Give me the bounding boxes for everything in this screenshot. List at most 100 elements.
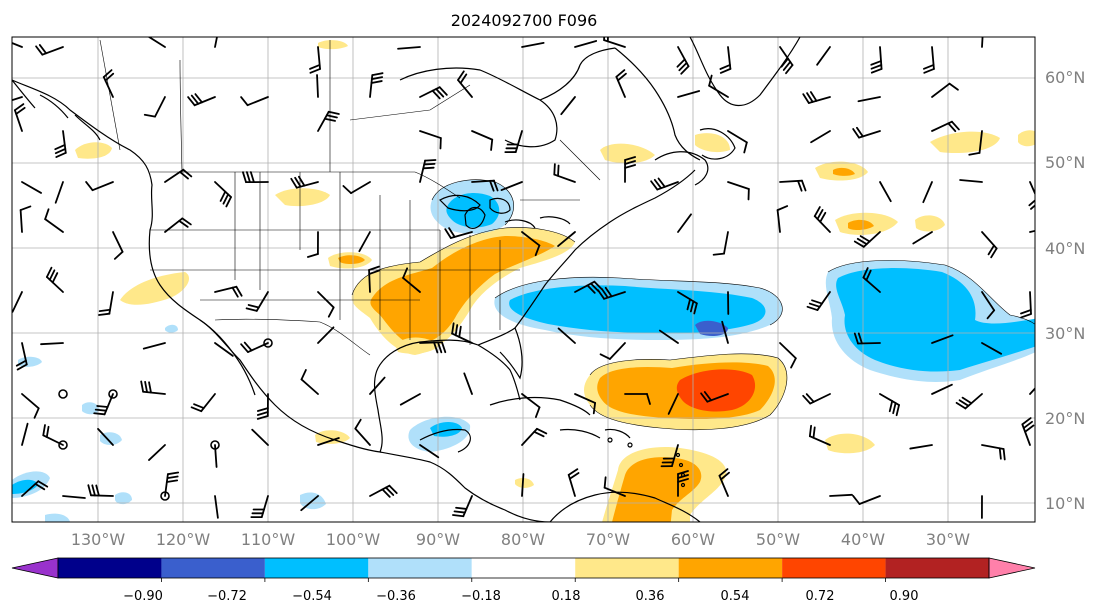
wind-barb xyxy=(245,291,269,312)
wind-barb xyxy=(879,181,892,203)
wind-barb xyxy=(164,217,192,233)
wind-barb xyxy=(857,96,881,103)
wind-barb xyxy=(12,291,23,313)
colorbar-segment xyxy=(678,558,783,578)
wind-barb xyxy=(187,93,216,107)
wind-barb xyxy=(922,46,935,74)
wind-barb xyxy=(879,393,900,417)
wind-barb xyxy=(452,495,473,518)
wind-barb xyxy=(597,286,626,300)
wind-barb xyxy=(402,267,421,293)
wind-barb xyxy=(567,468,580,497)
wind-barb xyxy=(251,428,269,446)
wind-barb xyxy=(677,90,701,98)
wind-barb xyxy=(444,227,473,239)
wind-barb xyxy=(718,468,730,497)
wind-barb xyxy=(521,473,525,497)
wind-barb xyxy=(242,171,269,184)
colorbar-lower-extension xyxy=(11,557,59,579)
wind-barb xyxy=(557,327,576,344)
wind-barb xyxy=(250,495,269,519)
wind-barb xyxy=(574,280,603,294)
wind-barb xyxy=(19,205,32,233)
wind-barb xyxy=(727,130,748,154)
colorbar-upper-extension xyxy=(988,557,1036,579)
wind-barb xyxy=(813,206,831,233)
wind-barb xyxy=(21,422,29,446)
wind-barb xyxy=(853,332,881,345)
colorbar-segment xyxy=(575,558,679,578)
wind-barb xyxy=(148,444,166,461)
colorbar-tick: −0.54 xyxy=(292,589,332,604)
wind-barb xyxy=(317,291,335,318)
wind-barb xyxy=(54,130,67,158)
map-panel xyxy=(12,37,1035,522)
wind-barb xyxy=(97,428,114,446)
wind-barb xyxy=(808,424,831,446)
wind-barb xyxy=(557,231,576,247)
wind-barb xyxy=(419,86,448,100)
wind-barb xyxy=(708,74,729,98)
wind-barb xyxy=(912,231,933,245)
wind-barb xyxy=(802,393,831,405)
wind-barb xyxy=(727,181,750,201)
lon-label: 90°W xyxy=(416,530,460,549)
wind-barb xyxy=(143,96,166,118)
wind-barb xyxy=(909,444,933,450)
wind-barb xyxy=(521,427,548,446)
colorbar-tick: −0.72 xyxy=(207,589,247,604)
wind-barb xyxy=(316,74,319,98)
wind-barb xyxy=(806,291,831,311)
wind-barb xyxy=(931,383,953,395)
wind-barb xyxy=(419,341,447,354)
wind-barb xyxy=(21,181,42,194)
colorbar-segment xyxy=(782,558,886,578)
wind-barb xyxy=(419,159,437,183)
wind-barb xyxy=(369,484,398,498)
graticule xyxy=(12,37,1035,522)
wind-barb xyxy=(214,495,219,519)
wind-barb xyxy=(981,231,998,259)
wind-barb xyxy=(955,393,983,410)
wind-barb xyxy=(981,444,1006,461)
wind-barb xyxy=(504,130,523,154)
wind-barb xyxy=(214,181,232,208)
wind-barb xyxy=(317,326,335,344)
colorbar-segment xyxy=(264,558,369,578)
wind-barb xyxy=(12,96,23,102)
wind-barb xyxy=(40,342,64,346)
wind-barb xyxy=(981,342,1003,355)
wind-barb xyxy=(959,179,983,183)
colorbar-tick: 0.36 xyxy=(636,589,665,604)
wind-barb xyxy=(471,179,499,192)
wind-barb xyxy=(240,96,269,107)
wind-barb xyxy=(852,494,881,505)
wind-barb xyxy=(981,37,984,48)
colorbar-segment xyxy=(58,558,162,578)
wind-barb xyxy=(87,484,114,497)
wind-barb xyxy=(35,44,64,56)
wind-barb xyxy=(603,37,626,48)
colorbar-tick: −0.90 xyxy=(123,589,163,604)
wind-barb xyxy=(574,393,596,415)
colorbar-tick: 0.54 xyxy=(721,589,750,604)
wind-barb xyxy=(500,181,523,191)
wind-barb xyxy=(142,342,166,350)
wind-barb xyxy=(931,334,954,344)
wind-barb xyxy=(317,437,340,446)
wind-barb xyxy=(810,130,831,144)
map-title: 2024092700 F096 xyxy=(451,11,598,30)
colorbar-tick: −0.36 xyxy=(376,589,416,604)
wind-barb xyxy=(677,213,692,233)
wind-barb xyxy=(676,46,690,75)
wind-barb xyxy=(300,495,319,512)
wind-barb xyxy=(779,46,794,75)
wind-barb xyxy=(463,372,473,395)
wind-barb xyxy=(419,130,442,150)
coastlines xyxy=(12,37,801,522)
wind-barb xyxy=(677,470,689,497)
wind-barb xyxy=(802,91,831,104)
wind-barb xyxy=(853,231,881,248)
wind-barb xyxy=(300,369,319,395)
wind-barb xyxy=(931,120,960,133)
